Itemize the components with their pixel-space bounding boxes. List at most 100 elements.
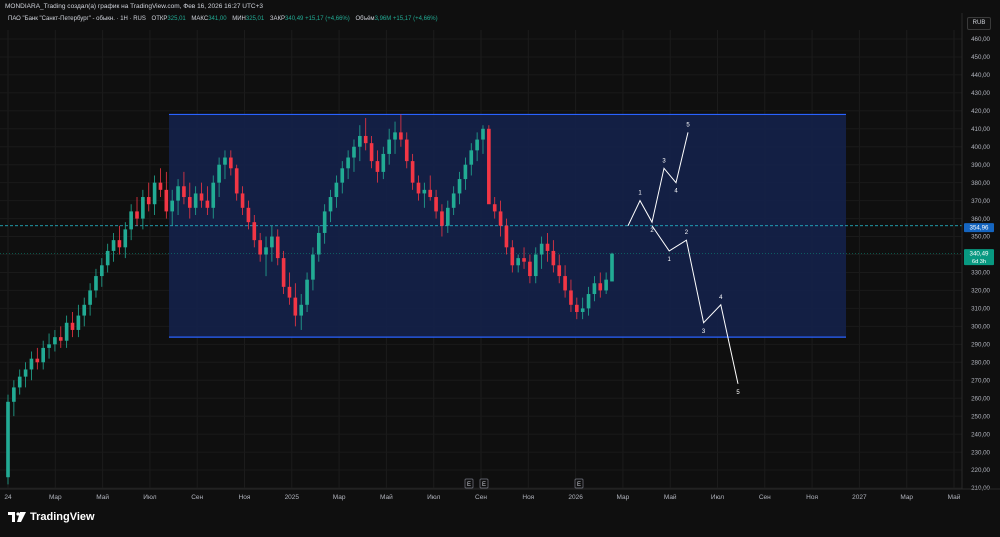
candle-body — [111, 240, 116, 251]
candle-body — [404, 139, 409, 162]
tradingview-brand: TradingView — [30, 511, 95, 523]
candle-body — [252, 222, 257, 241]
candle-body — [100, 265, 104, 277]
symbol-legend: ПАО "Банк "Санкт-Петербург" - обыкн. · 1… — [8, 16, 438, 22]
y-tick-label: 270,00 — [971, 377, 990, 384]
candle-body — [170, 200, 175, 212]
wave-down-label: 3 — [702, 329, 706, 335]
candle-body — [492, 204, 497, 212]
candle-body — [416, 182, 421, 194]
candle-body — [363, 135, 368, 144]
earnings-marker — [464, 478, 474, 489]
candle-body — [158, 182, 163, 190]
wave-down-label: 1 — [668, 257, 672, 263]
candle-body — [604, 279, 608, 291]
candle-body — [264, 247, 268, 255]
candle-body — [287, 286, 292, 298]
candle-body — [580, 308, 585, 312]
x-tick-label: Июл — [143, 494, 156, 501]
y-tick-label: 370,00 — [971, 198, 990, 205]
wave-down-label: 5 — [736, 390, 740, 396]
candle-body — [610, 253, 614, 282]
volume-value: 3,96M — [374, 16, 392, 22]
candle-body — [199, 193, 204, 201]
candle-body — [563, 276, 567, 291]
x-tick-label: Май — [664, 493, 677, 501]
candle-body — [41, 347, 46, 363]
tradingview-logo-icon — [8, 512, 26, 522]
candle-body — [422, 189, 427, 194]
wave-up-label: 4 — [674, 189, 678, 195]
candle-body — [316, 232, 321, 255]
candle-body — [328, 197, 333, 212]
candle-body — [205, 200, 210, 208]
y-tick-label: 380,00 — [971, 180, 990, 187]
candle-body — [539, 243, 544, 255]
wave-up-label: 3 — [662, 158, 666, 164]
tradingview-logo[interactable]: TradingView — [8, 511, 95, 523]
y-tick-label: 460,00 — [971, 36, 990, 43]
candle-body — [223, 157, 227, 165]
candle-body — [70, 322, 75, 330]
candle-body — [481, 128, 485, 140]
candle-body — [358, 135, 362, 147]
price-chart[interactable]: 24 Мар Май Июл Сен Ноя 2025 Мар Май Июл Сен Ноя 2026… — [0, 0, 1000, 505]
candle-body — [217, 164, 221, 183]
footer — [0, 505, 1000, 537]
candle-body — [17, 376, 22, 388]
candle-body — [117, 240, 122, 248]
y-tick-label: 390,00 — [971, 162, 990, 169]
y-tick-label: 260,00 — [971, 395, 990, 402]
x-tick-label: Сен — [759, 494, 771, 501]
candle-body — [469, 150, 474, 165]
earnings-marker-label: E — [482, 482, 486, 488]
candle-body — [451, 193, 456, 208]
candle-body — [551, 250, 556, 266]
low-label: МИН — [232, 16, 246, 22]
x-tick-label: Мар — [617, 494, 630, 501]
volume-label: Объём — [355, 16, 375, 22]
candle-body — [375, 161, 380, 172]
y-tick-label: 290,00 — [971, 342, 990, 349]
candle-body — [176, 186, 180, 201]
open-value: 325,01 — [167, 16, 186, 22]
candle-body — [346, 157, 350, 169]
x-tick-label: Мар — [49, 494, 62, 501]
currency-button[interactable]: RUB — [967, 17, 991, 30]
wave-down-label: 4 — [719, 295, 723, 301]
candle-body — [229, 157, 233, 169]
candle-body — [487, 128, 491, 205]
candle-body — [29, 358, 34, 370]
candle-body — [522, 258, 526, 262]
y-tick-label: 220,00 — [971, 467, 990, 474]
candle-body — [463, 164, 468, 180]
candle-body — [545, 243, 550, 251]
candle-body — [334, 182, 339, 198]
earnings-marker — [574, 478, 584, 489]
high-label: МАКС — [191, 16, 209, 22]
price-tag-countdown: 6d 3h — [972, 259, 986, 265]
publisher-line: MONDIARA_Trading создал(а) график на Tra… — [5, 3, 264, 10]
candle-body — [574, 304, 579, 312]
candle-body — [340, 168, 345, 183]
candle-body — [387, 139, 391, 154]
candle-body — [311, 254, 315, 280]
candle-body — [135, 211, 139, 219]
candle-body — [440, 211, 444, 226]
x-tick-label: Сен — [475, 494, 487, 501]
candle-body — [234, 168, 239, 194]
x-tick-label: 24 — [4, 494, 12, 501]
x-tick-label: Ноя — [806, 494, 818, 501]
candle-body — [410, 161, 415, 183]
x-tick-label: Май — [96, 493, 109, 501]
y-tick-label: 360,00 — [971, 216, 990, 223]
wave-up-label: 5 — [686, 122, 690, 128]
candle-body — [428, 189, 433, 198]
candle-body — [82, 304, 87, 316]
candle-body — [510, 247, 515, 266]
y-tick-label: 330,00 — [971, 270, 990, 277]
y-tick-label: 410,00 — [971, 126, 990, 133]
price-tag-label: 340,49 — [970, 251, 989, 258]
candle-body — [246, 207, 251, 223]
x-tick-label: 2026 — [568, 494, 583, 501]
